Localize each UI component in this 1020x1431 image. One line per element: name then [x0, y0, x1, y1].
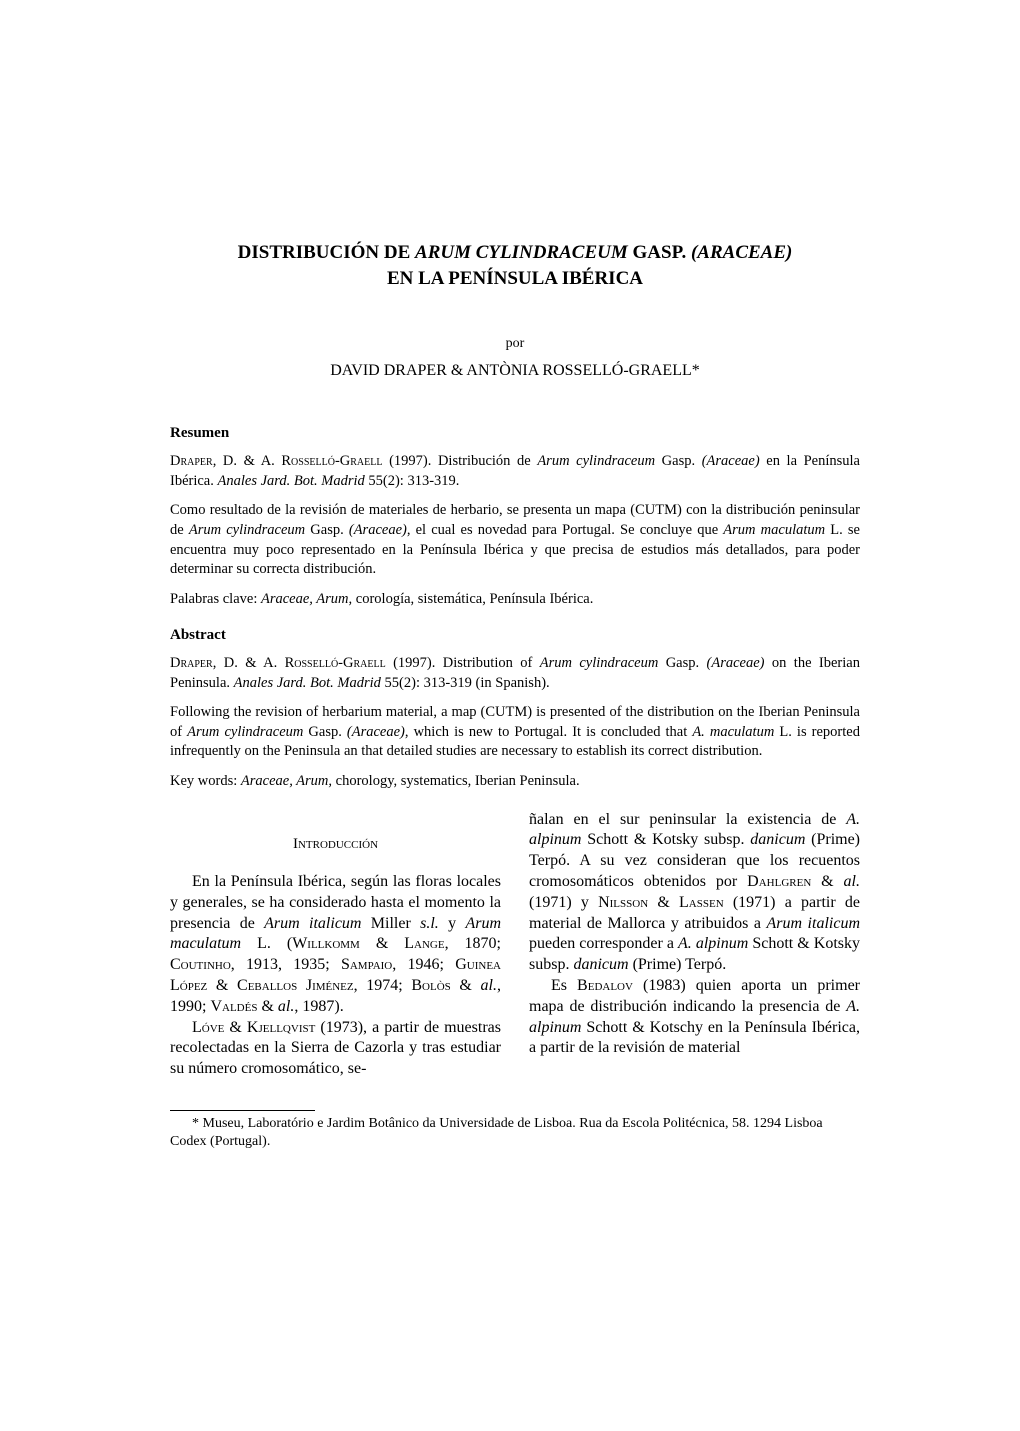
body-text: , 1946; — [392, 956, 455, 973]
por-label: por — [170, 336, 860, 352]
species-name: Arum maculatum — [723, 522, 825, 538]
authors: DAVID DRAPER & ANTÒNIA ROSSELLÓ-GRAELL* — [170, 362, 860, 380]
citation-text: Gasp. — [658, 655, 706, 671]
body-text: Gasp. — [303, 724, 347, 740]
keywords-italic: Araceae, Arum, — [261, 591, 352, 607]
resumen-keywords: Palabras clave: Araceae, Arum, corología… — [170, 590, 860, 610]
left-column: Introducción En la Península Ibérica, se… — [170, 810, 501, 1080]
resumen-header: Resumen — [170, 425, 860, 442]
body-text: & — [257, 998, 277, 1015]
title-family: (ARACEAE) — [691, 242, 792, 263]
body-text: ñalan en el sur peninsular la existencia… — [529, 811, 846, 828]
footnote: * Museu, Laboratório e Jardim Botânico d… — [170, 1115, 860, 1151]
body-text: Miller — [361, 915, 420, 932]
author-cite: Bolòs — [411, 977, 450, 994]
body-text: Gasp. — [305, 522, 349, 538]
species-name: Arum cylindraceum — [187, 724, 303, 740]
paragraph: ñalan en el sur peninsular la existencia… — [529, 810, 860, 976]
body-text: , 1987). — [294, 998, 343, 1015]
latin-abbr: s.l. — [420, 915, 439, 932]
body-text: Schott & Kotsky subsp. — [581, 831, 750, 848]
resumen-body: Como resultado de la revisión de materia… — [170, 501, 860, 579]
body-text: , el cual es novedad para Portugal. Se c… — [407, 522, 723, 538]
body-text: (1971) y — [529, 894, 598, 911]
citation-text: (1997). Distribución de — [382, 453, 537, 469]
et-al: al. — [844, 873, 860, 890]
keywords-label: Key words: — [170, 773, 241, 789]
citation-pages: 55(2): 313-319. — [365, 473, 460, 489]
title-species: ARUM CYLINDRACEUM — [415, 242, 628, 263]
body-text: , which is new to Portugal. It is conclu… — [405, 724, 692, 740]
citation-pages: 55(2): 313-319 (in Spanish). — [381, 675, 550, 691]
et-al: al. — [278, 998, 294, 1015]
author-cite: Coutinho — [170, 956, 231, 973]
family-name: (Araceae) — [347, 724, 405, 740]
species-name: danicum — [750, 831, 805, 848]
abstract-citation: Draper, D. & A. Rosselló-Graell (1997). … — [170, 654, 860, 693]
paragraph: En la Península Ibérica, según las flora… — [170, 872, 501, 1018]
species-name: Arum italicum — [264, 915, 361, 932]
body-text: y — [439, 915, 466, 932]
citation-species: Arum cylindraceum — [540, 655, 659, 671]
author-cite: Bedalov — [577, 977, 633, 994]
body-text: , 1913, 1935; — [231, 956, 341, 973]
author-cite: Valdés — [210, 998, 257, 1015]
citation-journal: Anales Jard. Bot. Madrid — [234, 675, 381, 691]
body-text: & — [451, 977, 481, 994]
paragraph: Es Bedalov (1983) quien aporta un primer… — [529, 976, 860, 1059]
species-name: danicum — [573, 956, 628, 973]
author-cite: Willkomm & Lange — [292, 935, 444, 952]
citation-text: Gasp. — [655, 453, 702, 469]
keywords-label: Palabras clave: — [170, 591, 261, 607]
keywords-text: corología, sistemática, Península Ibéric… — [352, 591, 593, 607]
body-text: L. ( — [241, 935, 292, 952]
keywords-italic: Araceae, Arum, — [241, 773, 332, 789]
abstract-keywords: Key words: Araceae, Arum, chorology, sys… — [170, 772, 860, 792]
citation-text: (1997). Distribution of — [386, 655, 540, 671]
body-text: (Prime) Terpó. — [629, 956, 727, 973]
title-text: GASP. — [628, 242, 691, 263]
species-name: A. maculatum — [692, 724, 774, 740]
body-text: pueden corresponder a — [529, 935, 678, 952]
citation-family: (Araceae) — [707, 655, 765, 671]
resumen-citation: Draper, D. & A. Rosselló-Graell (1997). … — [170, 452, 860, 491]
citation-journal: Anales Jard. Bot. Madrid — [218, 473, 365, 489]
citation-family: (Araceae) — [702, 453, 760, 469]
title-text: DISTRIBUCIÓN DE — [238, 242, 415, 263]
right-column: ñalan en el sur peninsular la existencia… — [529, 810, 860, 1080]
article-title: DISTRIBUCIÓN DE ARUM CYLINDRACEUM GASP. … — [170, 240, 860, 291]
body-columns: Introducción En la Península Ibérica, se… — [170, 810, 860, 1080]
body-text: , 1974; — [354, 977, 412, 994]
keywords-text: chorology, systematics, Iberian Peninsul… — [332, 773, 580, 789]
footnote-rule — [170, 1110, 315, 1111]
citation-authors: Draper, D. & A. Rosselló-Graell — [170, 655, 386, 671]
et-al: al. — [481, 977, 497, 994]
family-name: (Araceae) — [349, 522, 407, 538]
species-name: Arum cylindraceum — [189, 522, 305, 538]
author-cite: Sampaio — [341, 956, 392, 973]
author-cite: Dahlgren — [747, 873, 811, 890]
author-cite: Nilsson & Lassen — [598, 894, 724, 911]
body-text: & — [811, 873, 843, 890]
body-text: Es — [551, 977, 577, 994]
abstract-body: Following the revision of herbarium mate… — [170, 703, 860, 762]
species-name: Arum italicum — [766, 915, 860, 932]
citation-authors: Draper, D. & A. Rosselló-Graell — [170, 453, 382, 469]
species-name: A. alpinum — [678, 935, 748, 952]
author-cite: Lóve & Kjellqvist — [192, 1019, 315, 1036]
title-text: EN LA PENÍNSULA IBÉRICA — [387, 268, 643, 289]
body-text: , 1870; — [445, 935, 501, 952]
intro-heading: Introducción — [170, 835, 501, 855]
abstract-header: Abstract — [170, 627, 860, 644]
citation-species: Arum cylindraceum — [537, 453, 655, 469]
paragraph: Lóve & Kjellqvist (1973), a partir de mu… — [170, 1018, 501, 1080]
